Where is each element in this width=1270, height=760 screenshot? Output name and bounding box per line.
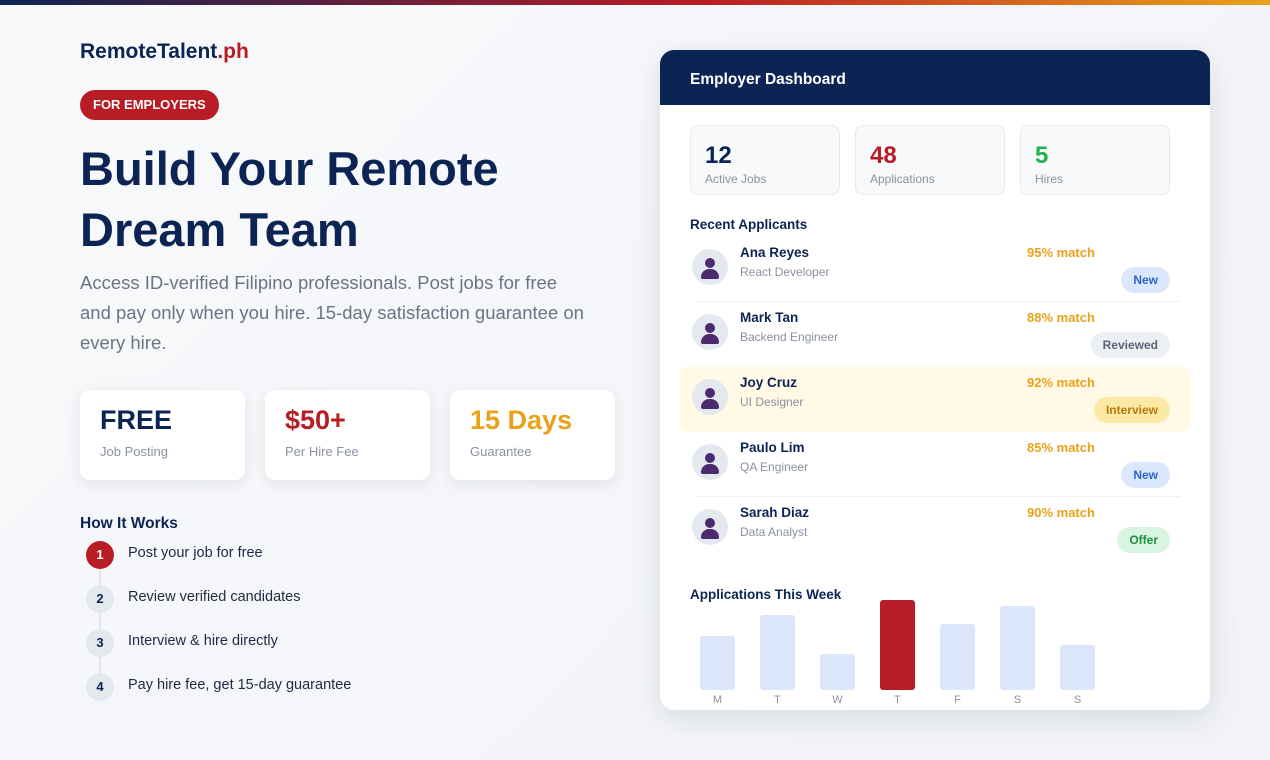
status-badge[interactable]: New	[1121, 462, 1170, 488]
stat-label: Per Hire Fee	[285, 444, 359, 459]
stat-label: Guarantee	[470, 444, 532, 459]
avatar	[692, 379, 728, 415]
status-badge[interactable]: Interview	[1093, 397, 1170, 423]
metric-hires[interactable]: 5 Hires	[1020, 125, 1170, 195]
steps-connector	[99, 560, 101, 690]
applicant-role: React Developer	[740, 265, 830, 279]
brand-suffix: .ph	[217, 40, 249, 63]
stat-label: Job Posting	[100, 444, 168, 459]
applicant-role: Backend Engineer	[740, 330, 839, 344]
stat-value: $50+	[285, 405, 346, 435]
stat-card-guarantee: 15 Days Guarantee	[450, 390, 615, 480]
applicant-name: Joy Cruz	[740, 375, 798, 390]
step-number: 4	[86, 673, 114, 701]
chart-day-label: F	[954, 694, 961, 706]
chart-day-label: S	[1013, 694, 1022, 706]
metric-value: 48	[870, 142, 897, 169]
applicant-row[interactable]: Mark Tan Backend Engineer 88% match Reviewe…	[680, 302, 1190, 367]
weekly-chart-title: Applications This Week	[690, 587, 842, 602]
step-number: 3	[86, 629, 114, 657]
metric-label: Hires	[1035, 172, 1064, 186]
hero-description: Access ID-verified Filipino professional…	[80, 272, 584, 353]
chart-day-label: W	[832, 694, 843, 706]
avatar	[692, 249, 728, 285]
applicant-row[interactable]: Sarah Diaz Data Analyst 90% match Offer	[680, 497, 1190, 562]
brand-name: RemoteTalent	[80, 40, 218, 63]
how-it-works-title: How It Works	[80, 515, 178, 532]
status-badge[interactable]: Offer	[1117, 527, 1170, 553]
stat-value: 15 Days	[470, 405, 573, 435]
step-number: 1	[86, 541, 114, 569]
chart-bar	[1060, 645, 1095, 690]
chart-day-label: T	[894, 694, 901, 706]
row-divider	[696, 496, 1180, 497]
chart-bar	[880, 600, 915, 690]
brand-logo[interactable]: RemoteTalent.ph	[80, 40, 249, 64]
stat-value: FREE	[100, 405, 173, 435]
applicant-row[interactable]: Joy Cruz UI Designer 92% match Interview	[680, 367, 1190, 432]
chart-bar	[700, 636, 735, 690]
match-score: 88% match	[1027, 310, 1095, 325]
metric-label: Active Jobs	[705, 172, 767, 186]
applicant-row[interactable]: Paulo Lim QA Engineer 85% match New	[680, 432, 1190, 497]
chart-day-label: S	[1073, 694, 1082, 706]
applicant-role: Data Analyst	[740, 525, 808, 539]
chart-bar	[1000, 606, 1035, 690]
audience-badge: FOR EMPLOYERS	[80, 90, 219, 120]
row-divider	[696, 301, 1180, 302]
metric-active-jobs[interactable]: 12 Active Jobs	[690, 125, 840, 195]
applicant-name: Sarah Diaz	[740, 505, 810, 520]
metric-label: Applications	[870, 172, 935, 186]
stat-card-free: FREE Job Posting	[80, 390, 245, 480]
applicant-role: QA Engineer	[740, 460, 809, 474]
chart-bar	[940, 624, 975, 690]
step-number: 2	[86, 585, 114, 613]
chart-bar	[820, 654, 855, 690]
dashboard-title: Employer Dashboard	[660, 50, 1210, 105]
match-score: 92% match	[1027, 375, 1095, 390]
top-accent-bar	[0, 0, 1270, 5]
applicant-role: UI Designer	[740, 395, 804, 409]
applicant-name: Mark Tan	[740, 310, 799, 325]
step-text: Post your job for free	[128, 545, 263, 561]
step-text: Pay hire fee, get 15-day guarantee	[128, 677, 352, 693]
page-title: Build Your Remote Dream Team	[80, 142, 499, 256]
applicant-row[interactable]: Ana Reyes React Developer 95% match New	[680, 237, 1190, 302]
metric-applications[interactable]: 48 Applications	[855, 125, 1005, 195]
step-text: Review verified candidates	[128, 589, 301, 605]
chart-day-label: M	[712, 694, 723, 706]
status-badge[interactable]: Reviewed	[1090, 332, 1170, 358]
match-score: 95% match	[1027, 245, 1095, 260]
metric-value: 12	[705, 142, 732, 169]
recent-applicants-title: Recent Applicants	[690, 217, 808, 232]
applicant-name: Paulo Lim	[740, 440, 805, 455]
match-score: 85% match	[1027, 440, 1095, 455]
applicant-name: Ana Reyes	[740, 245, 810, 260]
employer-dashboard-card: Employer Dashboard 12 Active Jobs 48 App…	[660, 50, 1210, 710]
metric-value: 5	[1035, 142, 1049, 169]
avatar	[692, 444, 728, 480]
stat-card-fee: $50+ Per Hire Fee	[265, 390, 430, 480]
status-badge[interactable]: New	[1121, 267, 1170, 293]
step-text: Interview & hire directly	[128, 633, 278, 649]
avatar	[692, 509, 728, 545]
match-score: 90% match	[1027, 505, 1095, 520]
avatar	[692, 314, 728, 350]
chart-day-label: T	[774, 694, 781, 706]
chart-bar	[760, 615, 795, 690]
